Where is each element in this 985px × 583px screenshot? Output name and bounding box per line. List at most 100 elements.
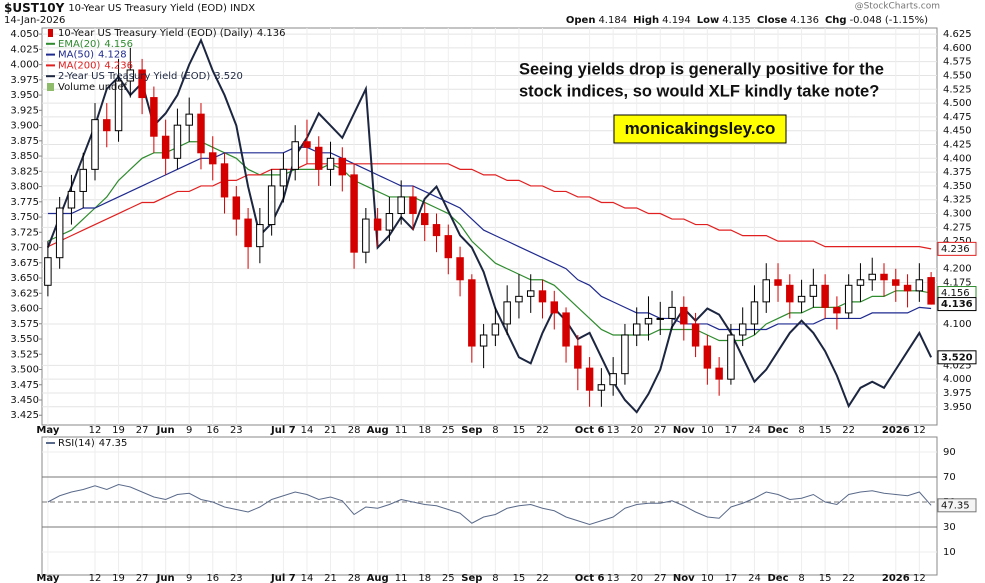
chart-header: $UST10Y 10-Year US Treasury Yield (EOD) I…	[4, 1, 255, 15]
quote-value: 4.194	[662, 15, 691, 26]
x-tick-label: 2026	[882, 425, 910, 436]
quote-value: 4.135	[722, 15, 751, 26]
candle-body	[338, 157, 347, 176]
x-tick-label: 12	[89, 573, 102, 583]
x-tick-label: 11	[395, 573, 408, 583]
watermark: monicakingsley.co	[625, 119, 776, 138]
quote-pct: (-1.15%)	[885, 15, 928, 26]
x-tick-label: Nov	[673, 573, 695, 583]
series-line	[47, 146, 932, 331]
rsi-panel	[41, 436, 938, 576]
x-tick-label: 22	[536, 425, 549, 436]
x-tick-label: 27	[654, 573, 667, 583]
candle-body	[927, 277, 935, 305]
marks	[44, 37, 935, 526]
y2-tick-label: 3.500	[10, 365, 39, 376]
candle-body	[479, 334, 488, 347]
x-tick-label: 15	[819, 573, 832, 583]
y2-tick-label: 3.850	[10, 151, 39, 162]
value-tag-box	[937, 350, 977, 365]
x-tick-label: Oct 6	[575, 573, 605, 583]
candle-body	[880, 273, 888, 281]
quote-label: Low	[697, 15, 719, 26]
x-tick-label: 21	[324, 425, 337, 436]
candle-body	[315, 146, 323, 170]
x-tick-label: 15	[513, 425, 526, 436]
y-tick-label: 3.950	[943, 402, 972, 413]
candle-body	[409, 196, 417, 215]
series-line	[47, 163, 932, 250]
y2-tick-label: 3.975	[10, 75, 39, 86]
x-tick-label: Dec	[768, 573, 789, 583]
x-tick-label: 10	[701, 425, 714, 436]
y2-tick-label: 3.950	[10, 90, 39, 101]
legend-name: EMA(20)	[58, 39, 100, 50]
x-tick-label: 22	[842, 573, 855, 583]
candle-body	[833, 306, 841, 314]
x-tick-label: 2026	[882, 573, 910, 583]
candle-body	[856, 279, 865, 286]
x-tick-label: Nov	[673, 425, 695, 436]
x-tick-label: Jun	[156, 425, 175, 436]
y2-tick-label: 3.450	[10, 395, 39, 406]
value-tag-box	[937, 297, 977, 312]
candle-body	[585, 367, 594, 391]
candle-body	[267, 185, 276, 226]
x-tick-label: 28	[348, 573, 361, 583]
candle-body	[209, 152, 217, 165]
candle-body	[797, 295, 806, 303]
x-tick-label: 19	[112, 425, 125, 436]
quote-value: 4.136	[790, 15, 819, 26]
x-tick-label: 22	[842, 425, 855, 436]
legend-swatch	[48, 29, 53, 37]
x-tick-label: 13	[607, 573, 620, 583]
y2-tick-label: 3.600	[10, 304, 39, 315]
x-tick-label: 22	[536, 573, 549, 583]
x-tick-label: 23	[230, 573, 243, 583]
y-tick-label: 4.300	[943, 209, 972, 220]
y2-tick-label: 3.800	[10, 182, 39, 193]
value-tag: 3.520	[941, 352, 973, 363]
x-tick-label: 12	[89, 425, 102, 436]
y-tick-label: 4.200	[943, 264, 972, 275]
legend-value: 47.35	[99, 438, 128, 449]
candle-body	[915, 279, 924, 292]
y2-tick-label: 3.825	[10, 166, 39, 177]
legend-entry: EMA(20) 4.156	[58, 39, 133, 50]
candle-body	[326, 157, 335, 170]
legend-entry: MA(200) 4.236	[58, 60, 133, 71]
candle-body	[350, 174, 358, 253]
candle-body	[538, 290, 547, 303]
candle-body	[809, 284, 818, 297]
value-tag: 4.136	[941, 299, 973, 310]
candle-body	[903, 284, 912, 292]
candle-body	[456, 257, 464, 281]
y2-tick-label: 3.550	[10, 334, 39, 345]
y2-tick-label: 3.650	[10, 273, 39, 284]
candle-body	[668, 306, 676, 319]
y2-tick-label: 4.050	[10, 29, 39, 40]
legend-value: 4.236	[104, 60, 133, 71]
candle-body	[786, 284, 794, 303]
x-tick-label: Sep	[461, 573, 482, 583]
y-tick-label: 4.600	[943, 43, 972, 54]
y2-tick-label: 3.925	[10, 105, 39, 116]
rsi-tick-label: 70	[943, 472, 956, 483]
series-line	[47, 141, 932, 342]
x-tick-label: 24	[748, 425, 761, 436]
rsi-legend: RSI(14) 47.35	[58, 438, 127, 449]
watermark-box	[613, 114, 787, 144]
candle-body	[138, 69, 146, 99]
x-tick-label: 11	[395, 425, 408, 436]
x-tick-label: 9	[186, 573, 192, 583]
y-tick-label: 4.100	[943, 319, 972, 330]
candle-body	[114, 80, 123, 132]
x-tick-label: 8	[798, 573, 804, 583]
y-tick-label: 4.275	[943, 222, 972, 233]
legend-value: 4.136	[257, 28, 286, 39]
candle-body	[715, 367, 723, 380]
candle-body	[892, 279, 900, 286]
y2-tick-label: 3.575	[10, 319, 39, 330]
grid	[39, 28, 937, 575]
